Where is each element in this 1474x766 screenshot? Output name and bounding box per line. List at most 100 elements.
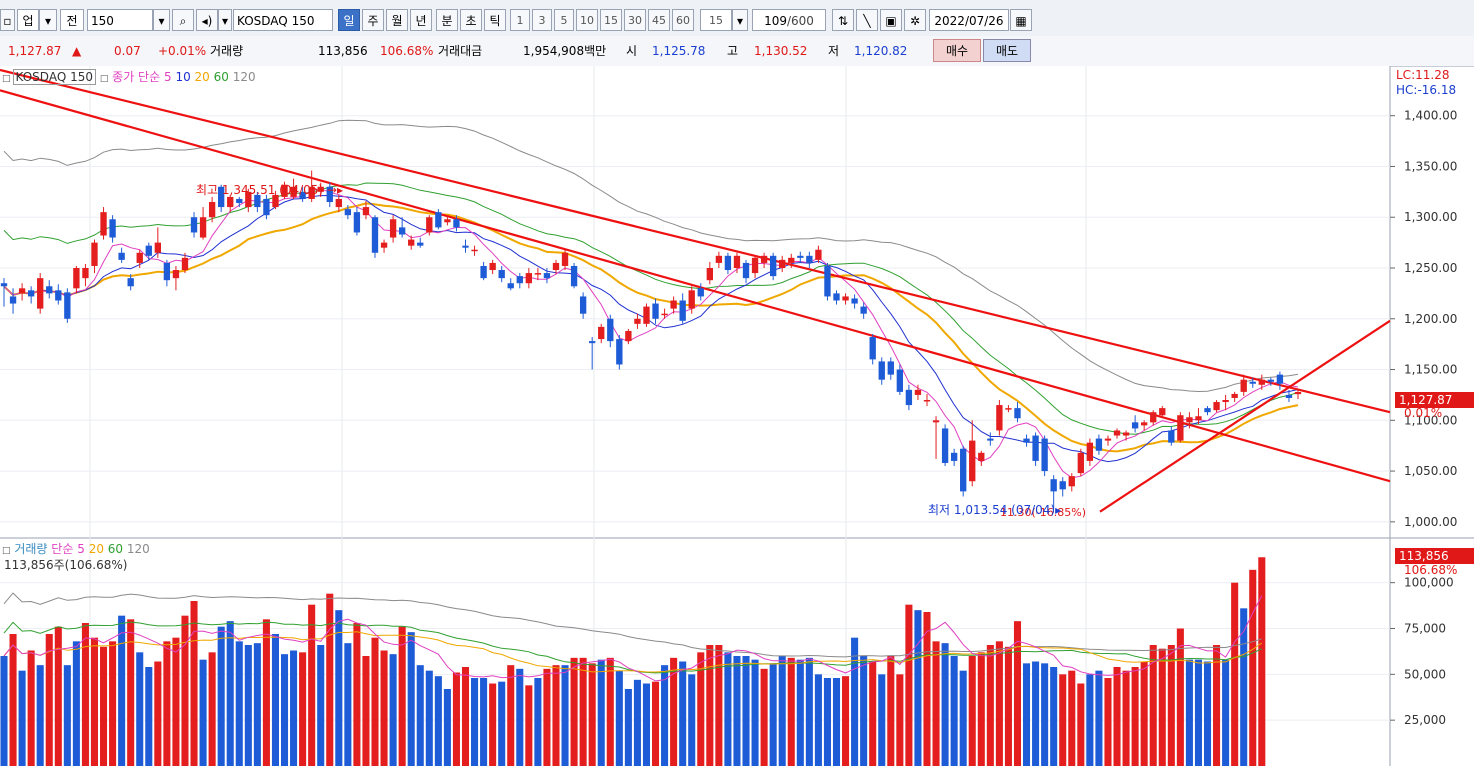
date-input[interactable]: 2022/07/26 — [929, 9, 1009, 31]
legend-volume-label[interactable]: 거래량 — [14, 542, 48, 556]
volume-bar — [471, 678, 479, 766]
legend-vol-ma5[interactable]: 5 — [77, 542, 85, 556]
buy-button[interactable]: 매수 — [933, 39, 981, 62]
period-month[interactable]: 월 — [386, 9, 408, 31]
candle-body — [570, 265, 578, 287]
legend-vol-ma120[interactable]: 120 — [126, 542, 150, 556]
chevron-down-icon[interactable]: ▾ — [39, 9, 57, 31]
interval-3[interactable]: 3 — [532, 9, 552, 31]
candle-body — [1249, 381, 1256, 384]
chevron-down-icon[interactable]: ▾ — [218, 9, 232, 31]
count-field[interactable]: 109/600 — [752, 9, 826, 31]
window-icon[interactable]: ▫ — [0, 9, 15, 31]
candle-body — [46, 286, 53, 294]
candle — [923, 393, 931, 407]
legend-ma10[interactable]: 10 — [175, 70, 191, 84]
price-panel — [0, 66, 1390, 538]
candle-body — [969, 440, 976, 482]
candle-body — [978, 452, 985, 461]
candle — [426, 215, 433, 236]
candle — [1222, 394, 1229, 411]
candle-body — [308, 186, 315, 199]
candle-body — [797, 255, 804, 258]
candle-body — [1222, 400, 1229, 403]
period-year[interactable]: 년 — [410, 9, 432, 31]
candle — [824, 262, 831, 301]
volume-bar — [633, 679, 641, 766]
volume-bar — [262, 619, 270, 766]
candle-body — [860, 306, 867, 314]
volume-bar — [615, 670, 623, 766]
chevron-down-icon[interactable]: ▾ — [153, 9, 170, 31]
volume-bar — [688, 674, 696, 766]
volume-bar — [507, 665, 515, 766]
volume-bar — [624, 689, 632, 766]
range-label[interactable]: 전 — [60, 9, 84, 31]
legend-vol-ma-label[interactable]: 단순 — [51, 542, 74, 556]
candle — [118, 247, 125, 263]
candle-body — [887, 361, 894, 375]
sell-button[interactable]: 매도 — [983, 39, 1031, 62]
legend-vol-ma20[interactable]: 20 — [88, 542, 104, 556]
legend-ma-label[interactable]: 종가 단순 — [112, 70, 161, 84]
candle-body — [118, 252, 125, 260]
legend-symbol-name[interactable]: KOSDAQ 150 — [12, 69, 96, 85]
interval-1[interactable]: 1 — [510, 9, 530, 31]
legend-ma5[interactable]: 5 — [163, 70, 172, 84]
legend-ma20[interactable]: 20 — [194, 70, 210, 84]
volume-bar — [851, 637, 859, 766]
volume-bar — [977, 652, 985, 766]
period-tick[interactable]: 틱 — [484, 9, 506, 31]
interval-15[interactable]: 15 — [600, 9, 622, 31]
interval-5[interactable]: 5 — [554, 9, 574, 31]
period-day[interactable]: 일 — [338, 9, 360, 31]
price-volume-chart[interactable]: 1,400.00 1,350.00 1,300.00 1,250.00 1,200.00… — [0, 66, 1474, 766]
candle — [1177, 412, 1184, 443]
trendline — [1099, 319, 1391, 513]
candle — [0, 278, 8, 307]
chart-toolbar: ▫ 업 ▾ 전 150 ▾ ⌕ ◂) ▾ KOSDAQ 150 일 주 월 년 … — [0, 0, 1474, 37]
volume-bar — [914, 610, 922, 766]
candle — [145, 242, 152, 260]
volume-bar — [253, 643, 261, 766]
volume-label: 거래량 — [210, 44, 244, 58]
trendline — [0, 68, 1391, 414]
candle-body — [353, 212, 361, 233]
speaker-icon[interactable]: ◂) — [196, 9, 218, 31]
search-icon[interactable]: ⌕ — [172, 9, 194, 31]
candle — [1285, 389, 1293, 403]
volume-bar — [1149, 645, 1157, 766]
interval-30[interactable]: 30 — [624, 9, 646, 31]
volume-bar — [1231, 582, 1239, 766]
interval-10[interactable]: 10 — [576, 9, 598, 31]
volume-bar — [796, 659, 804, 766]
calendar-icon[interactable]: ▦ — [1010, 9, 1032, 31]
interval-45[interactable]: 45 — [648, 9, 670, 31]
candle-type-icon[interactable]: ⇅ — [832, 9, 854, 31]
count-value[interactable]: 109 — [764, 14, 787, 28]
period-minute[interactable]: 분 — [436, 9, 458, 31]
arrow-right-icon: →▸ — [326, 183, 343, 197]
period-week[interactable]: 주 — [362, 9, 384, 31]
gear-icon[interactable]: ✲ — [904, 9, 926, 31]
volume-bar — [1113, 667, 1121, 766]
legend-square-icon: □ — [2, 74, 11, 84]
code-input[interactable]: 150 — [87, 9, 153, 31]
legend-vol-ma60[interactable]: 60 — [107, 542, 124, 556]
candle-body — [851, 298, 858, 304]
market-type-select[interactable]: 업 — [17, 9, 39, 31]
chevron-down-icon[interactable]: ▾ — [732, 9, 748, 31]
period-second[interactable]: 초 — [460, 9, 482, 31]
candle — [706, 261, 713, 285]
save-icon[interactable]: ▣ — [880, 9, 902, 31]
candle-body — [742, 262, 750, 279]
current-price-pct: 0.01% — [1404, 406, 1443, 420]
legend-ma60[interactable]: 60 — [213, 70, 229, 84]
candle — [353, 207, 361, 236]
interval-input[interactable]: 15 — [700, 9, 732, 31]
line-tool-icon[interactable]: ╲ — [856, 9, 878, 31]
legend-ma120[interactable]: 120 — [232, 70, 256, 84]
interval-60[interactable]: 60 — [672, 9, 694, 31]
candle — [742, 259, 750, 284]
volume-bar — [516, 668, 524, 766]
